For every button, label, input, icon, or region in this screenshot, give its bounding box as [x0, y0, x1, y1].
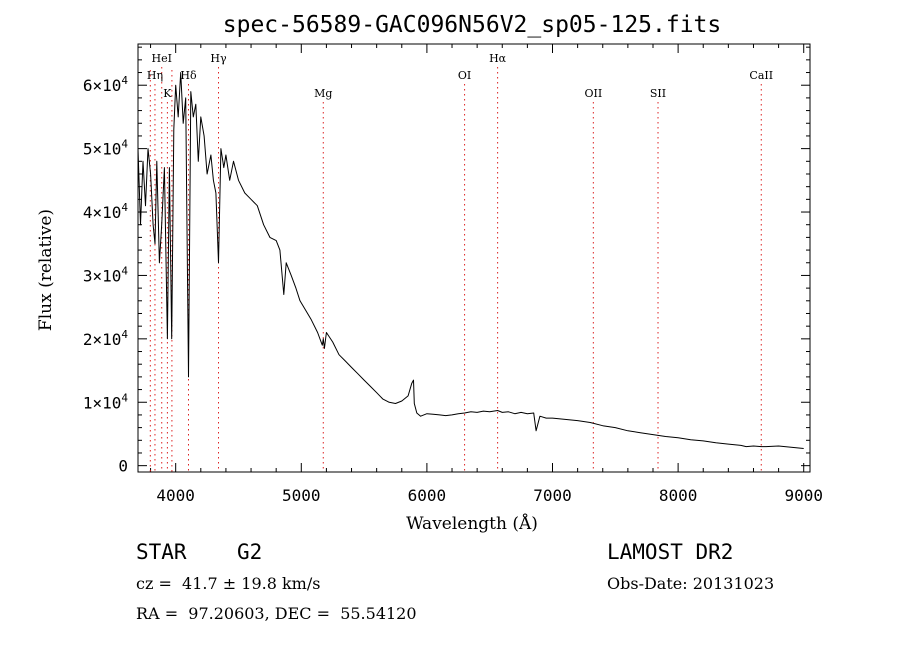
spectral-line-label: Hη — [147, 69, 163, 82]
y-tick-label: 3×104 — [83, 264, 129, 285]
y-axis-label: Flux (relative) — [36, 209, 56, 331]
spectral-line-label: Hδ — [180, 69, 197, 82]
y-tick-label: 6×104 — [83, 74, 129, 95]
spectral-line-label: CaII — [749, 69, 773, 82]
spectral-line-label: HeI — [152, 52, 172, 65]
spectral-line-label: Hγ — [210, 52, 227, 65]
x-tick-label: 5000 — [282, 486, 321, 505]
x-tick-label: 7000 — [533, 486, 572, 505]
spectrum-line — [137, 72, 804, 449]
chart-title: spec-56589-GAC096N56V2_sp05-125.fits — [223, 12, 722, 38]
plot-axes: 4000 5000 6000 7000 8000 9000 0 1×104 2×104 3×104… — [83, 43, 823, 505]
y-tick-label: 2×104 — [83, 328, 129, 349]
y-tick-label: 4×104 — [83, 201, 129, 222]
spectral-line-label: Hα — [489, 52, 507, 65]
spectral-line-label: OI — [458, 69, 471, 82]
spectral-line-label: SII — [650, 87, 666, 100]
spectral-line-label: OII — [584, 87, 602, 100]
observation-date: Obs-Date: 20131023 — [607, 574, 775, 593]
spectral-line-markers: HeI HηK Hδ Hγ Mg OI Hα OII SII CaII — [147, 52, 773, 472]
spectrum-series-layer — [137, 72, 804, 449]
y-tick-label: 0 — [118, 457, 128, 476]
y-tick-label: 5×104 — [83, 138, 129, 159]
object-class: STAR — [136, 540, 187, 564]
x-tick-label: 8000 — [659, 486, 698, 505]
survey-name: LAMOST DR2 — [607, 540, 734, 564]
x-axis-label: Wavelength (Å) — [406, 513, 538, 534]
y-tick-label: 1×104 — [83, 391, 129, 412]
x-tick-label: 4000 — [156, 486, 195, 505]
x-tick-label: 6000 — [408, 486, 447, 505]
object-subclass: G2 — [237, 540, 263, 564]
spectral-line-label: K — [163, 87, 172, 100]
redshift-text: cz = 41.7 ± 19.8 km/s — [136, 574, 321, 593]
plot-frame — [137, 43, 811, 473]
coordinates-text: RA = 97.20603, DEC = 55.54120 — [136, 604, 417, 623]
x-tick-label: 9000 — [784, 486, 823, 505]
spectral-line-label: Mg — [314, 87, 332, 100]
